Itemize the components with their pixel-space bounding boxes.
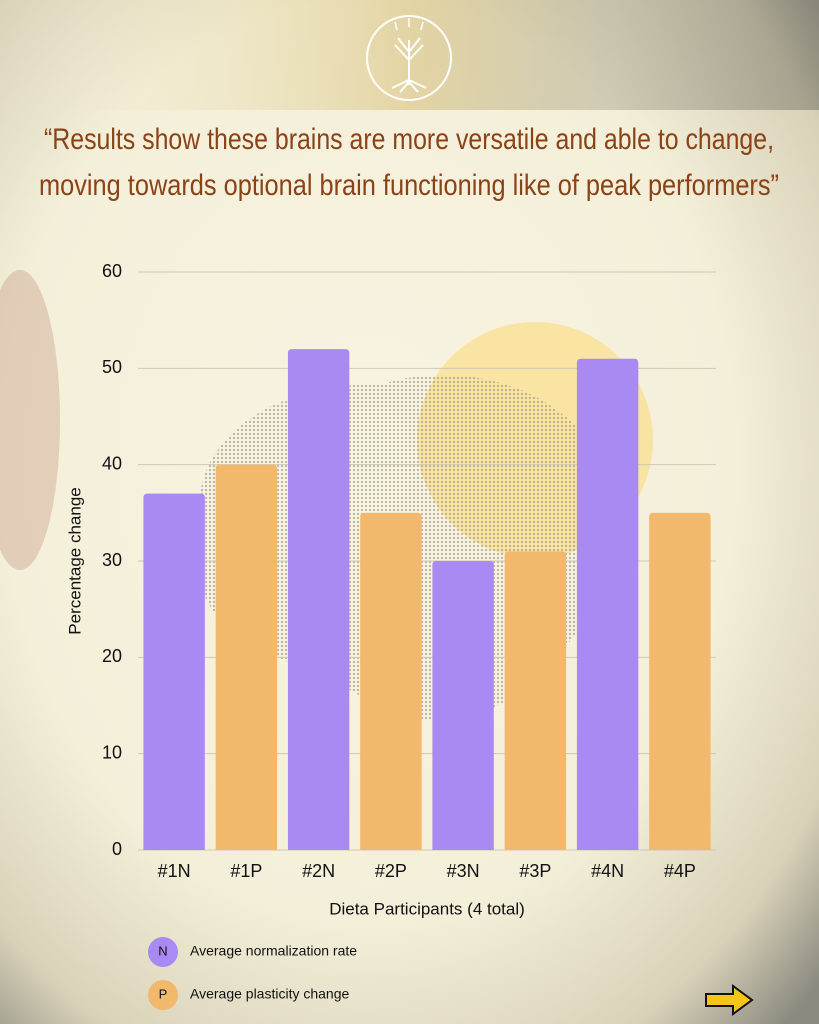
x-tick-label: #3P (519, 861, 551, 881)
y-tick-label: 0 (112, 839, 122, 859)
x-tick-label: #4P (664, 861, 696, 881)
y-tick-label: 10 (102, 742, 122, 762)
chart-title: “Results show these brains are more vers… (44, 123, 774, 156)
x-tick-label: #4N (591, 861, 624, 881)
legend-swatch (148, 980, 178, 1010)
y-tick-label: 50 (102, 357, 122, 377)
y-tick-label: 30 (102, 550, 122, 570)
bar (504, 551, 567, 850)
x-tick-label: #2N (302, 861, 335, 881)
bar (432, 561, 494, 850)
y-tick-label: 20 (102, 646, 122, 666)
y-tick-label: 40 (102, 453, 122, 473)
legend-symbol: N (158, 943, 167, 958)
y-axis-label: Percentage change (65, 487, 84, 634)
x-tick-label: #2P (375, 861, 407, 881)
chart-title: moving towards optional brain functionin… (39, 169, 779, 202)
x-axis-label: Dieta Participants (4 total) (329, 899, 525, 918)
y-tick-label: 60 (102, 261, 122, 281)
bar (649, 512, 711, 850)
bar (360, 512, 422, 850)
logo (366, 15, 452, 101)
legend-swatch (148, 937, 178, 967)
bar (287, 349, 350, 850)
legend-label: Average normalization rate (190, 943, 357, 959)
x-tick-label: #1N (158, 861, 191, 881)
x-tick-label: #3N (447, 861, 480, 881)
legend-label: Average plasticity change (190, 986, 349, 1002)
background-tint (0, 270, 60, 570)
legend-symbol: P (159, 986, 168, 1001)
x-tick-label: #1P (230, 861, 262, 881)
bar (143, 493, 205, 850)
next-arrow[interactable] (705, 984, 754, 1016)
bar (576, 358, 639, 850)
bar (215, 464, 278, 850)
